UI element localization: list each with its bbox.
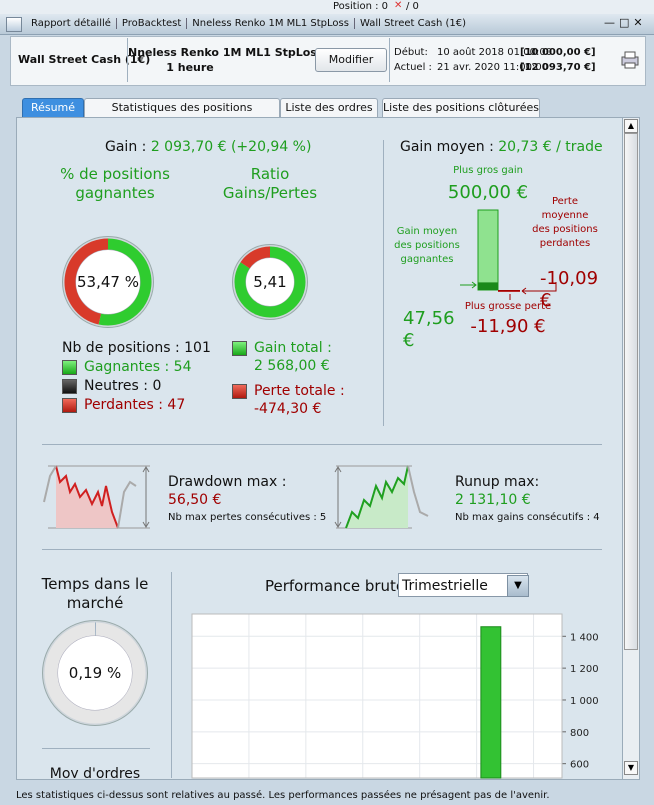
neutral: Neutres : 0 [84, 378, 161, 394]
performance-label: Performance brute [265, 577, 406, 595]
losers: Perdantes : 47 [84, 397, 185, 413]
max-consecutive-losses: Nb max pertes consécutives : 5 [168, 512, 327, 523]
separator [42, 549, 602, 550]
legend-gain-total [232, 341, 247, 356]
market-time: 0,19 % [68, 664, 122, 682]
y-tick-label: 800 [570, 728, 589, 739]
drawdown-value: 56,50 € [168, 492, 222, 508]
value: 0 [152, 378, 162, 394]
y-tick-label: 1 200 [570, 664, 599, 675]
separator [42, 444, 602, 445]
ratio-title: Ratio Gains/Pertes [222, 165, 318, 202]
top-strip [0, 0, 654, 14]
legend-losers [62, 398, 77, 413]
max-consecutive-gains: Nb max gains consécutifs : 4 [455, 512, 600, 523]
runup-value: 2 131,10 € [455, 492, 531, 508]
separator [42, 748, 150, 749]
drawdown-sparkline [43, 465, 150, 529]
tab-active[interactable]: Résumé [22, 98, 84, 117]
max-gain-label: Plus gros gain [453, 165, 523, 176]
separator [127, 38, 128, 82]
breadcrumb[interactable]: Wall Street Cash (1€) [353, 18, 471, 29]
runup-sparkline [334, 465, 429, 529]
current-capital: [12 093,70 €] [520, 62, 596, 73]
label: Gagnantes : [84, 359, 170, 375]
ratio-value: 5,41 [253, 273, 287, 291]
avg-gain-row: Gain moyen : 20,73 € / trade [400, 139, 603, 155]
legend-loss-total [232, 384, 247, 399]
start-date: 10 août 2018 01:00:00 [437, 47, 553, 58]
start-label: Début: [394, 47, 428, 58]
positions-total: Nb de positions : 101 [62, 340, 211, 356]
avg-win-label: Gain moyen des positions gagnantes [394, 226, 460, 265]
start-capital: [10 000,00 €] [520, 47, 596, 58]
label: Perdantes : [84, 397, 163, 413]
gain-total: 2 568,00 € [254, 358, 330, 374]
current-date: 21 avr. 2020 11:00:00 [437, 62, 549, 73]
orders-avg-label: Moy d'ordres [49, 766, 141, 778]
timeframe: 1 heure [166, 61, 214, 74]
tab[interactable]: Liste des positions clôturées [382, 98, 540, 117]
loss-total: -474,30 € [254, 401, 322, 417]
y-tick-label: 1 000 [570, 696, 599, 707]
value: 47 [167, 397, 186, 413]
winning-title: % de positions gagnantes [60, 165, 170, 202]
avg-loss: -10,09 € [540, 268, 599, 311]
dropdown-arrow[interactable]: ▼ [507, 575, 529, 597]
scroll-up[interactable]: ▲ [624, 119, 638, 133]
gain-value: 2 093,70 € (+20,94 %) [150, 139, 312, 155]
title-bar [0, 14, 654, 35]
orders-count: / 0 [406, 1, 419, 12]
breadcrumb[interactable]: Rapport détaillé [31, 18, 111, 29]
separator [389, 38, 390, 82]
avg-gain-label: Gain moyen : [400, 139, 494, 155]
label: Neutres : [84, 378, 148, 394]
plot-clip [191, 613, 563, 779]
bar [480, 626, 502, 779]
avg-win: 47,56 € [403, 308, 455, 351]
max-loss: -11,90 € [470, 316, 546, 337]
period-dropdown[interactable]: Trimestrielle [398, 573, 528, 597]
separator [383, 140, 384, 426]
legend-neutral [62, 379, 77, 394]
max-gain: 500,00 € [447, 182, 529, 203]
gain-total-label: Gain total : [254, 340, 332, 356]
value: 101 [184, 340, 211, 356]
winning-pct: 53,47 % [77, 273, 139, 291]
current-label: Actuel : [394, 62, 432, 73]
label: Nb de positions : [62, 340, 180, 356]
tab[interactable]: Liste des ordres [280, 98, 378, 117]
breadcrumb[interactable]: Nneless Renko 1M ML1 StpLoss [186, 18, 354, 29]
legend-winners [62, 360, 77, 375]
gain-row: Gain : 2 093,70 € (+20,94 %) [105, 139, 311, 155]
avg-gain-value: 20,73 € / trade [498, 139, 603, 155]
separator [171, 572, 172, 778]
scroll-down[interactable]: ▼ [624, 761, 638, 775]
winners: Gagnantes : 54 [84, 359, 191, 375]
value: 54 [173, 359, 192, 375]
market-time-label: Temps dans le marché [41, 575, 149, 612]
runup-label: Runup max: [455, 474, 540, 490]
scroll-thumb[interactable] [624, 133, 638, 650]
breadcrumb[interactable]: ProBacktest [115, 18, 186, 29]
position-count: Position : 0 [333, 1, 389, 12]
y-tick-label: 1 400 [570, 632, 599, 643]
gain-label: Gain : [105, 139, 147, 155]
close-icon[interactable]: ✕ [394, 0, 403, 11]
max-loss-label: Plus grosse perte [464, 301, 552, 312]
print-icon[interactable] [620, 50, 640, 70]
y-tick-label: 600 [570, 760, 589, 771]
instrument: Wall Street Cash (1€) [18, 53, 151, 66]
disclaimer: Les statistiques ci-dessus sont relative… [16, 790, 550, 801]
modify-button[interactable]: Modifier [315, 48, 387, 72]
avg-loss-label: Perte moyenne des positions perdantes [532, 196, 598, 249]
window-controls[interactable]: —□✕ [604, 16, 647, 29]
loss-total-label: Perte totale : [254, 383, 345, 399]
window-icon [6, 17, 22, 32]
breadcrumbs: Rapport détaillé ProBacktest Nneless Renko… [26, 18, 471, 29]
drawdown-label: Drawdown max : [168, 474, 287, 490]
plot-area [191, 613, 563, 779]
